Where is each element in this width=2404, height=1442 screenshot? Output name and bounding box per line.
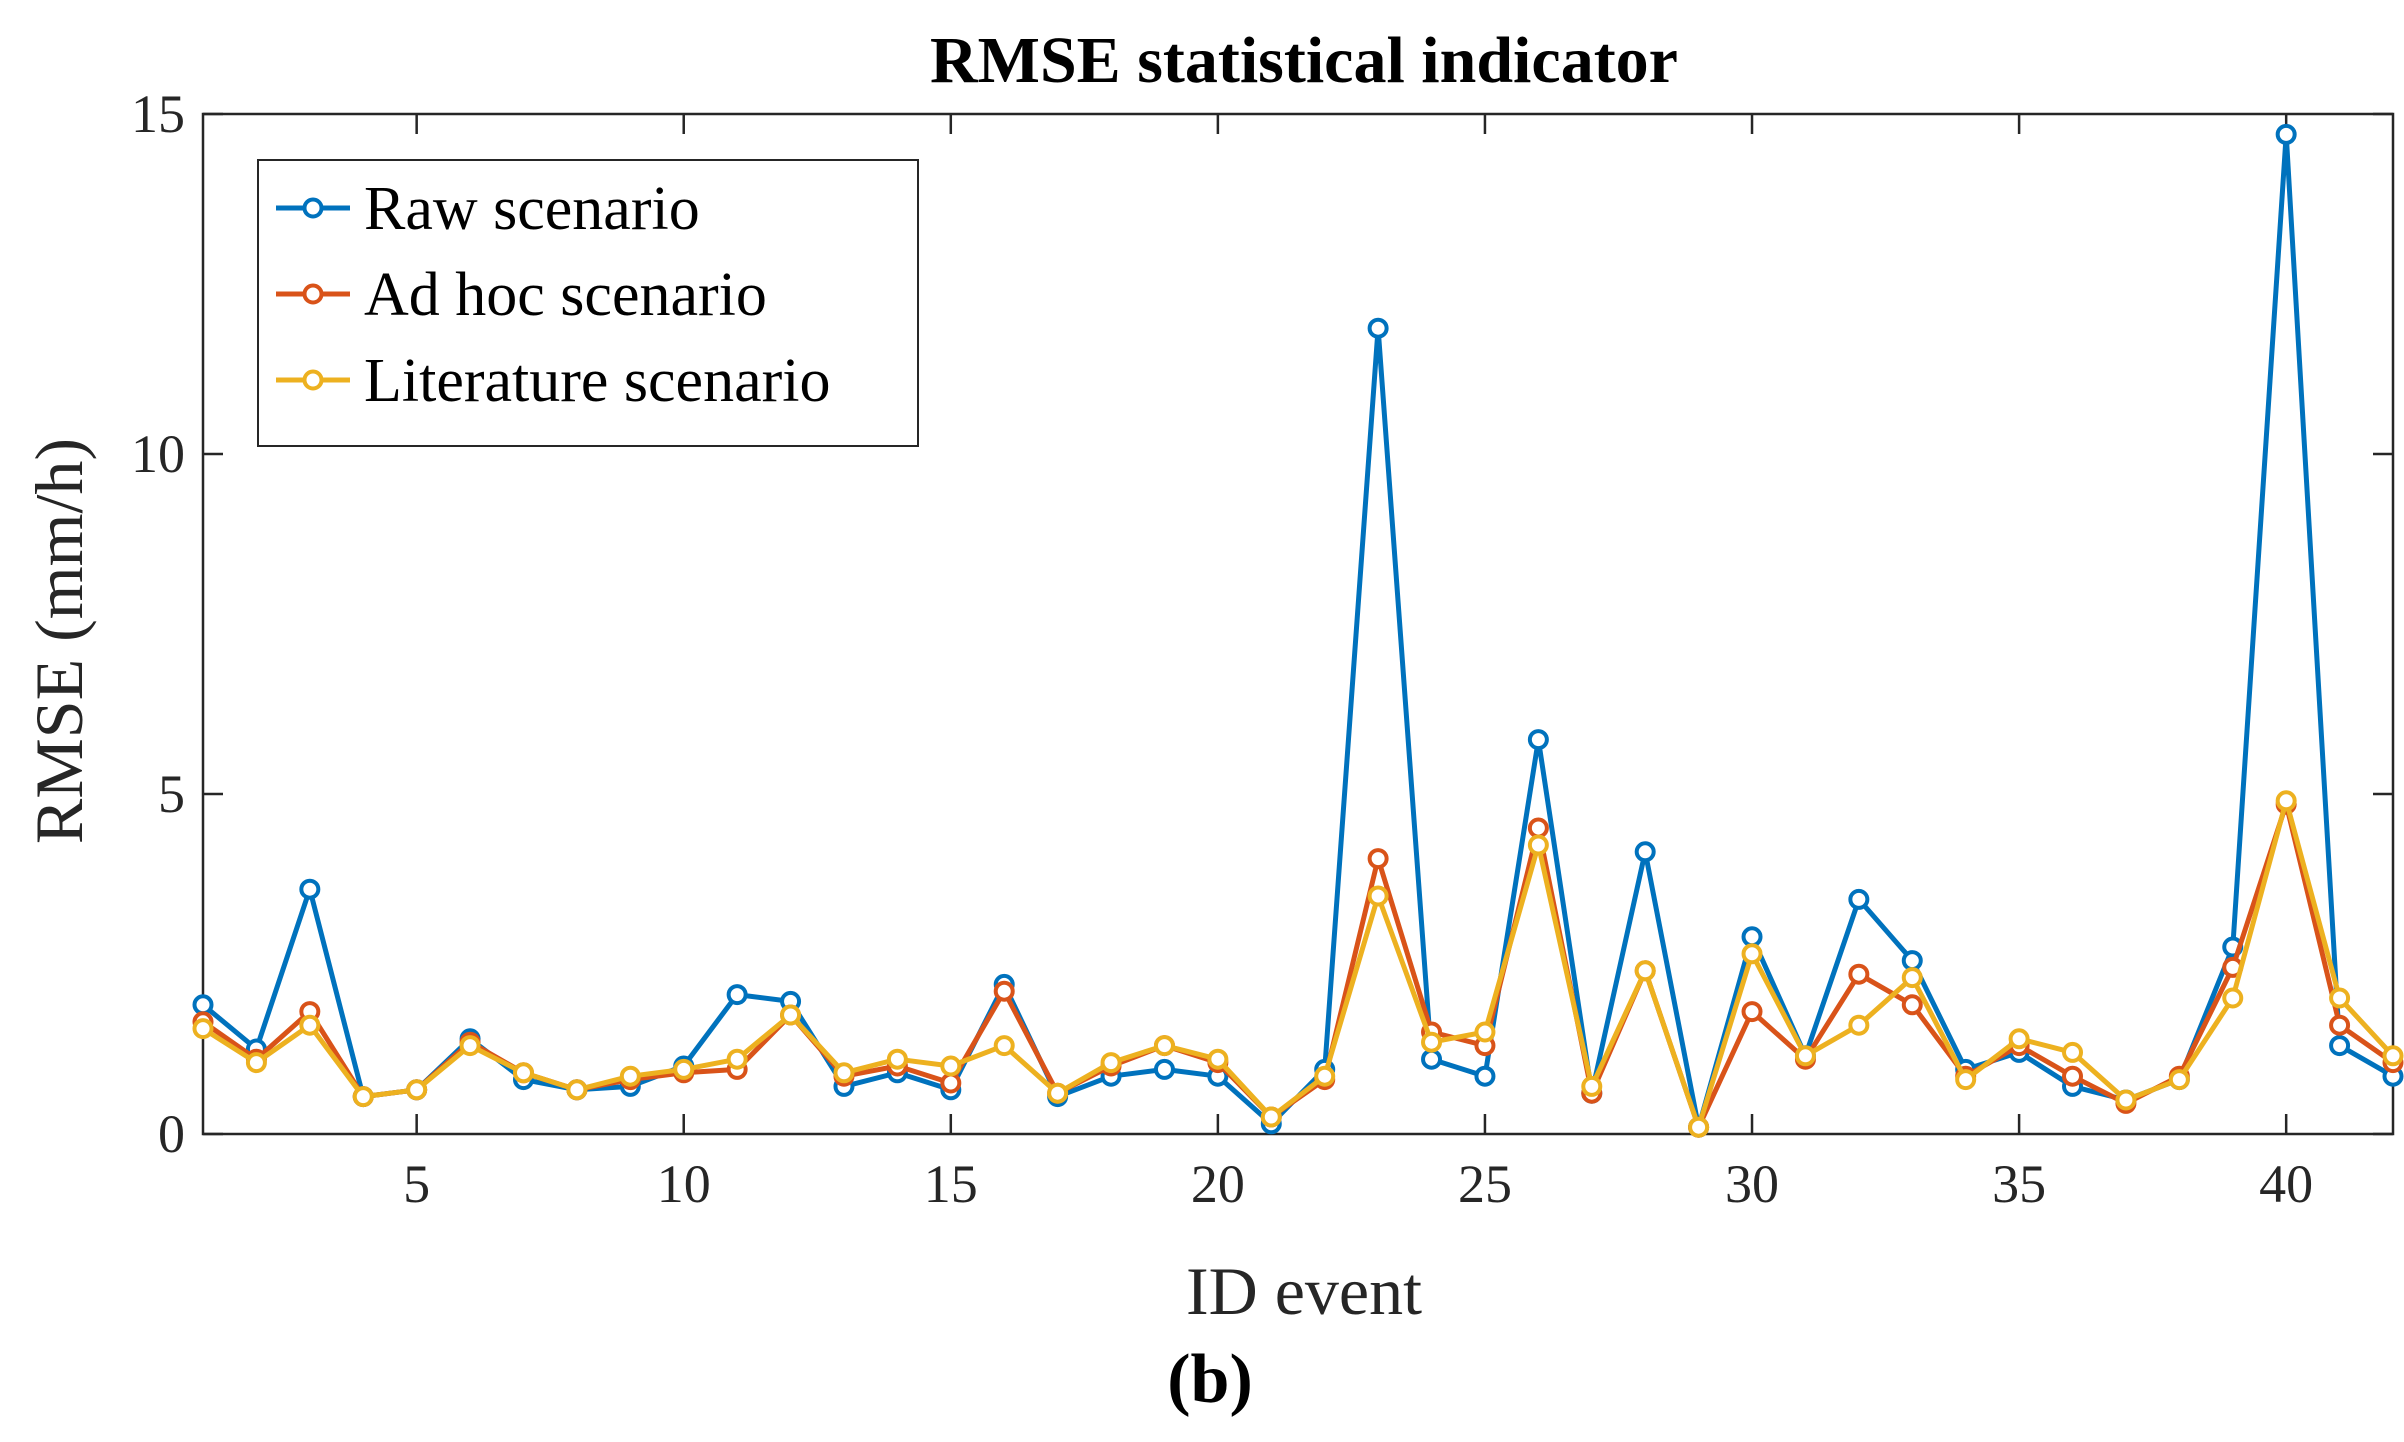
data-point xyxy=(1955,1069,1977,1091)
data-point xyxy=(2382,1045,2404,1067)
data-point xyxy=(2329,1014,2351,1036)
legend: Raw scenario Ad hoc scenario Literature sc… xyxy=(257,159,919,447)
legend-item: Raw scenario xyxy=(276,175,700,243)
panel-label: (b) xyxy=(1167,1341,1253,1418)
chart-title: RMSE statistical indicator xyxy=(930,24,1678,97)
data-point xyxy=(2329,1035,2351,1057)
data-point xyxy=(1527,834,1549,856)
data-point xyxy=(406,1079,428,1101)
data-point xyxy=(2222,987,2244,1009)
data-point xyxy=(1634,841,1656,863)
y-tick-label: 0 xyxy=(158,1104,185,1164)
data-point xyxy=(1901,967,1923,989)
data-point xyxy=(566,1079,588,1101)
legend-marker xyxy=(302,283,324,305)
x-axis-label: ID event xyxy=(1186,1253,1422,1329)
data-point xyxy=(1848,963,1870,985)
data-point xyxy=(726,1048,748,1070)
legend-marker xyxy=(302,369,324,391)
legend-label: Raw scenario xyxy=(364,175,700,243)
data-point xyxy=(2062,1065,2084,1087)
data-point xyxy=(1421,1048,1443,1070)
data-point xyxy=(993,1035,1015,1057)
data-point xyxy=(673,1058,695,1080)
data-point xyxy=(245,1052,267,1074)
data-point xyxy=(780,1004,802,1026)
data-point xyxy=(1688,1116,1710,1138)
data-point xyxy=(459,1035,481,1057)
data-point xyxy=(1741,1001,1763,1023)
data-point xyxy=(1207,1048,1229,1070)
data-point xyxy=(2275,123,2297,145)
data-point xyxy=(2115,1089,2137,1111)
legend-marker xyxy=(302,197,324,219)
data-point xyxy=(1741,926,1763,948)
x-tick-label: 35 xyxy=(1992,1154,2046,1214)
x-tick-label: 5 xyxy=(403,1154,430,1214)
data-point xyxy=(1848,1014,1870,1036)
data-point xyxy=(1421,1031,1443,1053)
x-tick-label: 25 xyxy=(1458,1154,1512,1214)
data-point xyxy=(1314,1065,1336,1087)
data-point xyxy=(1153,1035,1175,1057)
data-point xyxy=(1527,729,1549,751)
data-point xyxy=(1367,885,1389,907)
data-point xyxy=(1794,1045,1816,1067)
data-point xyxy=(1100,1052,1122,1074)
data-point xyxy=(940,1055,962,1077)
data-point xyxy=(1474,1065,1496,1087)
data-point xyxy=(1367,848,1389,870)
data-point xyxy=(1153,1058,1175,1080)
data-point xyxy=(1741,943,1763,965)
series-literature-scenario xyxy=(192,790,2404,1138)
data-point xyxy=(299,1014,321,1036)
data-point xyxy=(1848,888,1870,910)
x-tick-label: 30 xyxy=(1725,1154,1779,1214)
data-point xyxy=(2168,1069,2190,1091)
data-point xyxy=(886,1048,908,1070)
data-point xyxy=(833,1062,855,1084)
series-group xyxy=(192,123,2404,1138)
y-axis-label: RMSE (mm/h) xyxy=(21,438,97,844)
y-tick-label: 5 xyxy=(158,764,185,824)
data-point xyxy=(1474,1021,1496,1043)
y-tick-label: 10 xyxy=(131,424,185,484)
legend-item: Ad hoc scenario xyxy=(276,261,767,329)
data-point xyxy=(619,1065,641,1087)
y-tick-label: 15 xyxy=(131,84,185,144)
x-tick-label: 10 xyxy=(657,1154,711,1214)
data-point xyxy=(1901,994,1923,1016)
legend-item: Literature scenario xyxy=(276,347,830,415)
x-tick-label: 40 xyxy=(2259,1154,2313,1214)
data-point xyxy=(299,878,321,900)
data-point xyxy=(1260,1106,1282,1128)
data-point xyxy=(2329,987,2351,1009)
legend-box xyxy=(257,159,919,447)
data-point xyxy=(512,1062,534,1084)
data-point xyxy=(1581,1075,1603,1097)
data-point xyxy=(192,994,214,1016)
data-point xyxy=(2275,790,2297,812)
legend-label: Literature scenario xyxy=(364,347,830,415)
data-point xyxy=(940,1072,962,1094)
data-point xyxy=(1527,817,1549,839)
data-point xyxy=(1367,317,1389,339)
data-point xyxy=(2008,1028,2030,1050)
data-point xyxy=(993,980,1015,1002)
data-point xyxy=(192,1018,214,1040)
data-point xyxy=(726,984,748,1006)
data-point xyxy=(2062,1041,2084,1063)
legend-label: Ad hoc scenario xyxy=(364,261,767,329)
x-tick-label: 15 xyxy=(924,1154,978,1214)
x-tick-label: 20 xyxy=(1191,1154,1245,1214)
data-point xyxy=(352,1086,374,1108)
data-point xyxy=(1634,960,1656,982)
data-point xyxy=(1901,950,1923,972)
data-point xyxy=(1047,1082,1069,1104)
